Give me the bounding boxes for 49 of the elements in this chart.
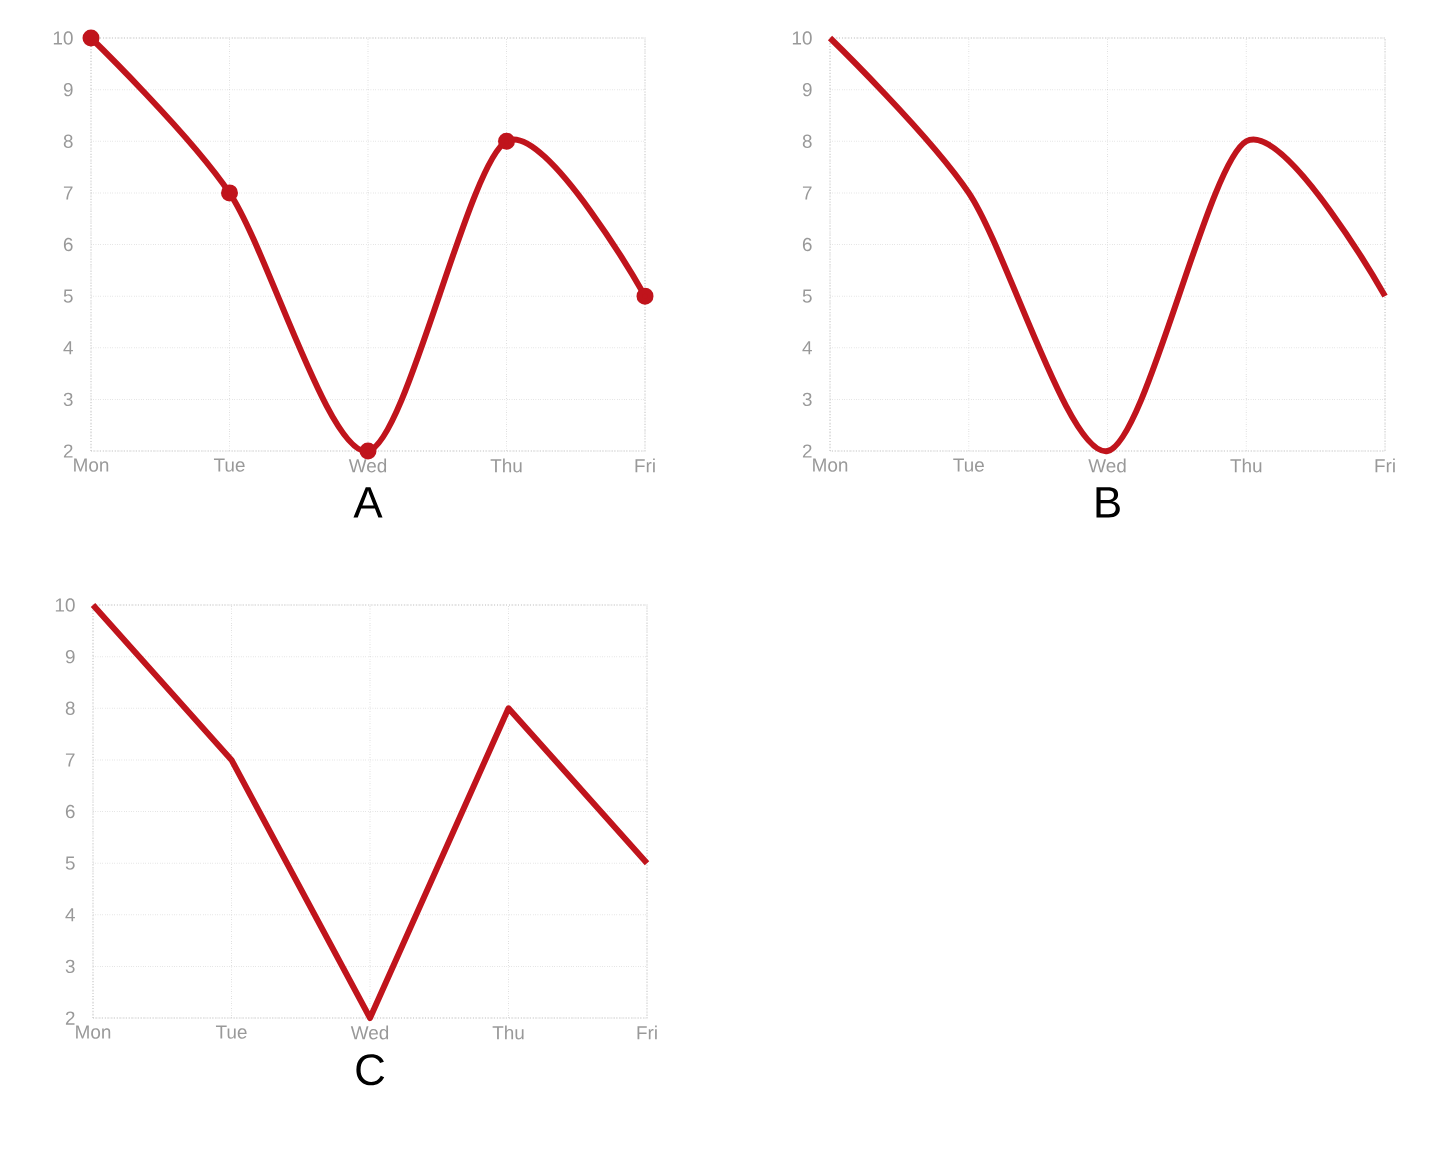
y-tick-label: 2 <box>802 444 812 458</box>
y-tick-label: 4 <box>65 908 75 922</box>
x-tick-label: Fri <box>635 458 655 473</box>
y-tick-label: 7 <box>802 186 812 200</box>
x-tick-label: Thu <box>490 458 522 473</box>
x-tick-label: Wed <box>348 458 387 473</box>
y-tick-label: 4 <box>63 341 73 355</box>
y-tick-label: 5 <box>802 289 812 303</box>
x-tick-label: Tue <box>215 1025 247 1039</box>
x-axis-title: B <box>1096 487 1120 518</box>
x-axis-title: C <box>356 1054 385 1086</box>
y-tick-label: 9 <box>65 649 75 664</box>
y-tick-label: 9 <box>63 82 73 97</box>
point <box>82 29 100 47</box>
y-tick-label: 6 <box>802 237 812 252</box>
x-tick-label: Mon <box>76 1025 111 1039</box>
x-tick-label: Tue <box>213 458 245 472</box>
y-tick-label: 10 <box>55 598 75 612</box>
point <box>498 132 516 150</box>
x-tick-label: Wed <box>1088 458 1126 473</box>
y-tick-label: 3 <box>63 392 73 407</box>
y-tick-label: 2 <box>65 1011 75 1025</box>
y-tick-label: 9 <box>802 82 812 97</box>
x-axis-title: A <box>353 487 383 518</box>
y-tick-label: 8 <box>65 701 75 715</box>
y-tick-label: 7 <box>63 186 73 200</box>
y-tick-label: 2 <box>63 444 73 458</box>
y-tick-label: 8 <box>63 134 73 148</box>
y-tick-label: 3 <box>65 959 75 974</box>
y-tick-label: 3 <box>802 392 812 407</box>
x-tick-label: Fri <box>1375 458 1395 473</box>
y-tick-label: 10 <box>792 31 812 45</box>
x-tick-label: Mon <box>74 458 109 472</box>
x-tick-label: Mon <box>813 458 848 472</box>
y-tick-label: 6 <box>63 237 73 252</box>
point <box>636 287 654 305</box>
y-tick-label: 6 <box>65 804 75 819</box>
x-tick-label: Fri <box>637 1025 657 1040</box>
y-tick-label: 5 <box>65 856 75 870</box>
y-tick-label: 7 <box>65 753 75 767</box>
y-tick-label: 5 <box>63 289 73 303</box>
x-tick-label: Thu <box>492 1025 524 1040</box>
x-tick-label: Thu <box>1230 458 1262 473</box>
y-tick-label: 10 <box>53 31 73 45</box>
point <box>221 184 239 202</box>
x-tick-label: Tue <box>953 458 984 472</box>
y-tick-label: 8 <box>802 134 812 148</box>
x-tick-label: Wed <box>350 1025 389 1040</box>
y-tick-label: 4 <box>802 341 812 355</box>
